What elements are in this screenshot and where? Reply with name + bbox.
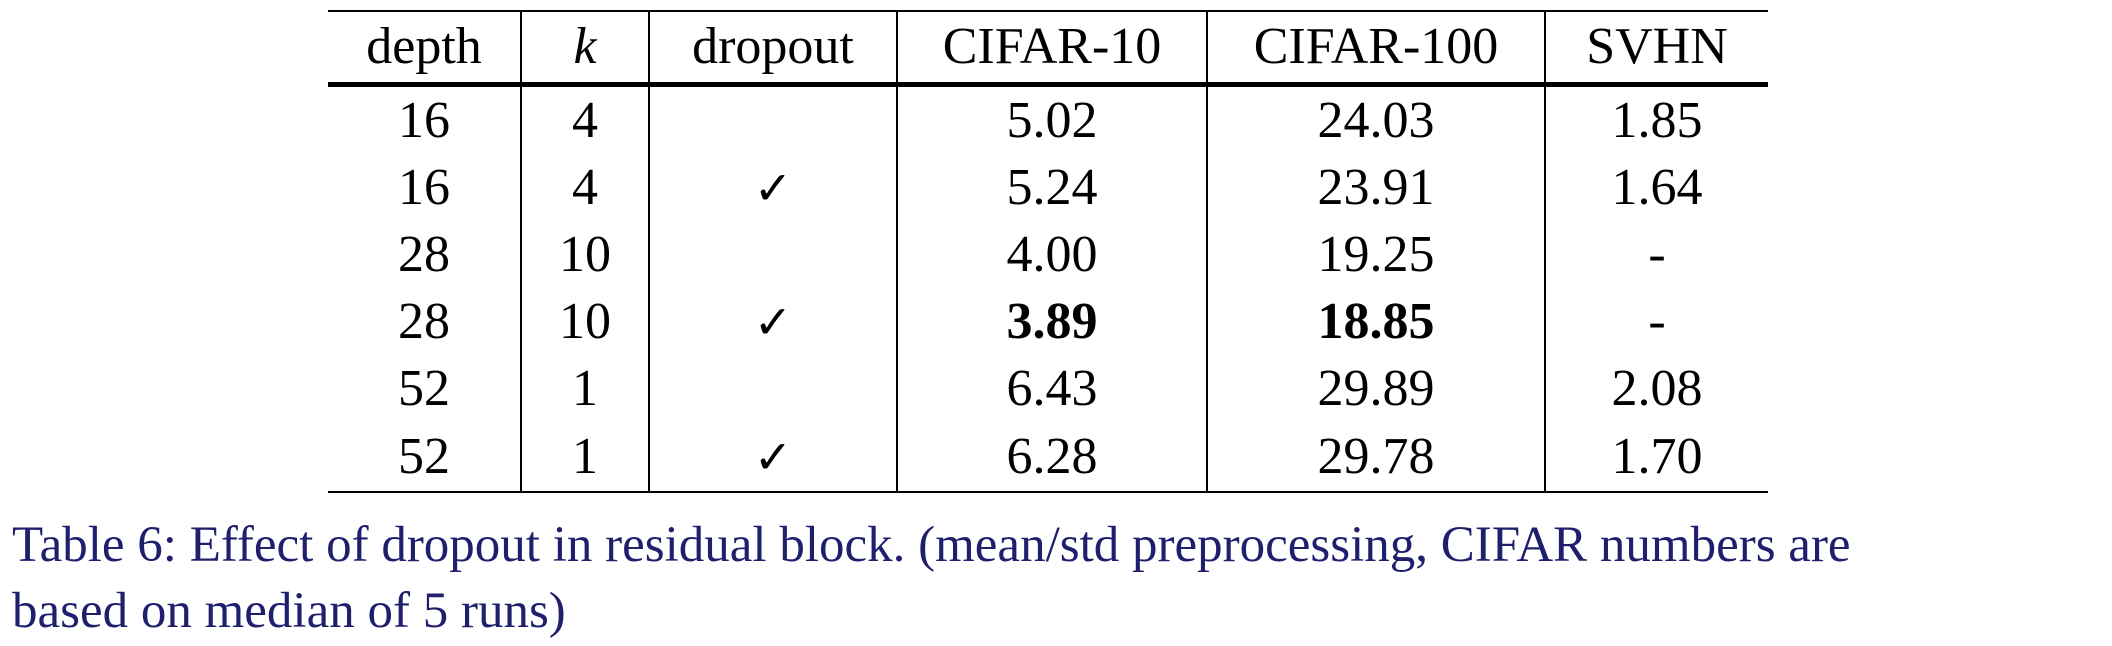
header-k: k [521,11,650,87]
header-depth: depth [328,11,522,87]
cell-cifar10: 5.24 [897,154,1208,221]
caption-line-2: based on median of 5 runs) [12,583,566,639]
cell-cifar10-best: 3.89 [897,288,1208,355]
cell-cifar10: 6.43 [897,355,1208,422]
cell-k: 1 [521,355,650,422]
cell-k: 1 [521,422,650,493]
cell-dropout-check: ✓ [649,288,898,355]
cell-dropout-check: ✓ [649,422,898,493]
table-caption: Table 6: Effect of dropout in residual b… [12,512,2107,644]
results-table-container: depth k dropout CIFAR-10 CIFAR-100 SVHN … [328,10,1768,493]
cell-depth: 52 [328,422,522,493]
cell-cifar100: 29.78 [1207,422,1546,493]
results-table: depth k dropout CIFAR-10 CIFAR-100 SVHN … [328,10,1768,493]
cell-svhn: - [1648,225,1666,283]
cell-cifar100: 23.91 [1207,154,1546,221]
cell-cifar100: 19.25 [1207,221,1546,288]
table-row: 52 1 ✓ 6.28 29.78 1.70 [328,422,1768,493]
cell-dropout [649,84,898,154]
cell-k: 4 [521,154,650,221]
cell-svhn: 2.08 [1611,359,1703,417]
table-row: 28 10 4.00 19.25 - [328,221,1768,288]
cell-depth: 52 [328,355,522,422]
header-svhn: SVHN [1545,11,1768,87]
header-cifar100: CIFAR-100 [1207,11,1546,87]
cell-depth: 28 [328,221,522,288]
cell-cifar10: 4.00 [897,221,1208,288]
cell-dropout [649,221,898,288]
cell-svhn: 1.85 [1611,91,1703,149]
table-header-row: depth k dropout CIFAR-10 CIFAR-100 SVHN [328,11,1768,87]
cell-cifar100: 29.89 [1207,355,1546,422]
cell-svhn: 1.70 [1545,422,1768,493]
cell-cifar10: 5.02 [897,84,1208,154]
cell-cifar100: 24.03 [1207,84,1546,154]
cell-k: 10 [521,288,650,355]
cell-svhn: - [1648,292,1666,350]
table-row: 16 4 ✓ 5.24 23.91 1.64 [328,154,1768,221]
header-cifar10: CIFAR-10 [897,11,1208,87]
cell-k: 10 [521,221,650,288]
cell-svhn: 1.64 [1611,158,1703,216]
caption-line-1: Table 6: Effect of dropout in residual b… [12,517,1851,573]
cell-dropout [649,355,898,422]
cell-cifar100-best: 18.85 [1207,288,1546,355]
cell-depth: 16 [328,154,522,221]
cell-depth: 28 [328,288,522,355]
cell-cifar10: 6.28 [897,422,1208,493]
table-row: 52 1 6.43 29.89 2.08 [328,355,1768,422]
header-dropout: dropout [649,11,898,87]
cell-k: 4 [521,84,650,154]
table-row: 28 10 ✓ 3.89 18.85 - [328,288,1768,355]
cell-depth: 16 [328,84,522,154]
table-row: 16 4 5.02 24.03 1.85 [328,84,1768,154]
cell-dropout-check: ✓ [649,154,898,221]
